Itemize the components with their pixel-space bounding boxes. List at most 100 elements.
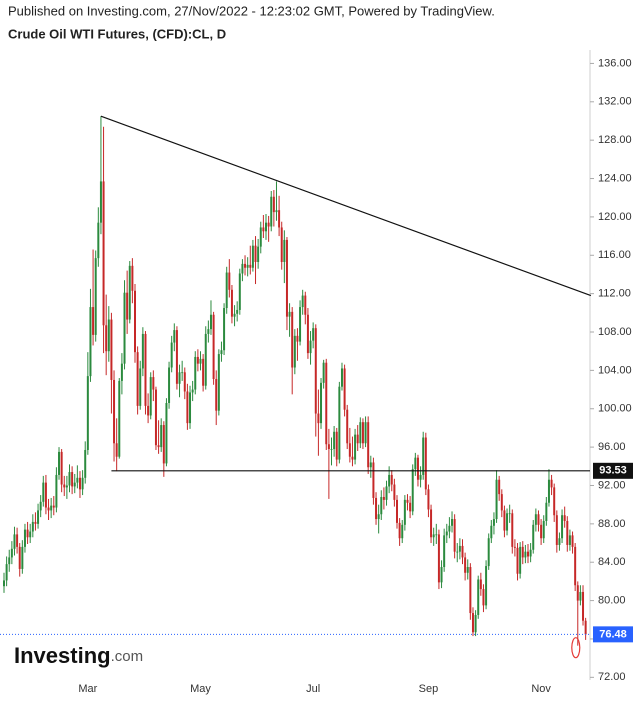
candle-body <box>230 289 233 317</box>
last-price-box <box>593 626 633 643</box>
candle-body <box>490 525 493 539</box>
candle-body <box>123 292 126 364</box>
candle-body <box>414 457 417 470</box>
candle-body <box>154 389 157 446</box>
candle-body <box>582 591 585 621</box>
candle-body <box>388 474 391 487</box>
candle-body <box>99 181 102 223</box>
candle-body <box>34 521 37 524</box>
candle-body <box>527 551 529 557</box>
y-tick-label: 104.00 <box>598 364 632 376</box>
candle-body <box>464 557 467 573</box>
candle-body <box>160 425 163 448</box>
candle-body <box>322 362 325 383</box>
candle-body <box>73 482 76 487</box>
candle-body <box>134 290 136 353</box>
candle-body <box>372 462 375 498</box>
candle-body <box>241 263 244 274</box>
candle-body <box>3 580 5 587</box>
candle-body <box>456 551 459 553</box>
y-tick-label: 100.00 <box>598 403 632 415</box>
candle-body <box>280 227 283 262</box>
candle-body <box>440 567 443 583</box>
candle-body <box>225 272 228 309</box>
candle-body <box>542 520 545 539</box>
candle-body <box>23 529 26 547</box>
candle-body <box>120 363 123 381</box>
candle-body <box>84 449 87 478</box>
candle-body <box>65 485 68 488</box>
candle-body <box>275 210 278 213</box>
candle-body <box>272 196 275 213</box>
candle-body <box>466 567 469 573</box>
candle-body <box>168 367 171 403</box>
candle-body <box>110 319 113 380</box>
candle-body <box>424 437 427 490</box>
candle-body <box>495 479 498 520</box>
candle-body <box>55 474 58 508</box>
candle-body <box>500 494 503 511</box>
candle-body <box>244 263 247 268</box>
candle-body <box>209 314 212 330</box>
candle-body <box>390 474 393 485</box>
candle-body <box>189 392 192 424</box>
candle-body <box>81 477 84 490</box>
candle-body <box>97 222 100 259</box>
support-label-box <box>593 462 633 479</box>
candle-body <box>437 534 440 583</box>
candle-body <box>529 549 532 557</box>
x-tick-label: Sep <box>419 683 439 695</box>
y-tick-label: 92.00 <box>598 479 626 491</box>
candle-body <box>555 515 558 545</box>
candle-body <box>115 443 118 457</box>
candle-body <box>251 245 254 268</box>
candle-body <box>37 510 40 524</box>
y-tick-label: 116.00 <box>598 249 631 261</box>
candle-body <box>380 496 383 515</box>
candle-body <box>89 307 92 377</box>
candle-body <box>477 579 480 615</box>
candle-body <box>288 311 291 317</box>
candle-body <box>516 547 519 574</box>
candle-body <box>118 380 121 457</box>
candle-body <box>471 613 474 633</box>
candle-body <box>317 413 320 424</box>
highlight-ellipse <box>571 637 581 659</box>
candle-body <box>453 519 456 552</box>
candle-body <box>76 477 79 483</box>
candle-body <box>364 422 367 444</box>
candle-body <box>191 389 194 393</box>
candle-body <box>29 531 32 538</box>
candle-body <box>207 329 210 334</box>
watermark-main: Investing <box>14 643 111 668</box>
candle-body <box>411 469 414 512</box>
y-tick-label: 84.00 <box>598 556 626 568</box>
candle-body <box>217 354 220 411</box>
candle-body <box>8 557 11 565</box>
candle-body <box>13 534 16 549</box>
candle-body <box>458 545 461 552</box>
header: Published on Investing.com, 27/Nov/2022 … <box>8 3 495 18</box>
candle-body <box>482 589 485 606</box>
candle-body <box>393 484 396 500</box>
candle-body <box>534 514 537 525</box>
candle-body <box>173 330 176 343</box>
candle-body <box>301 295 304 308</box>
candle-body <box>5 564 8 581</box>
candle-body <box>398 522 401 539</box>
candle-body <box>333 431 336 450</box>
candle-body <box>561 515 564 539</box>
candle-body <box>401 524 404 539</box>
candle-body <box>16 534 19 547</box>
candle-body <box>435 534 438 536</box>
candle-body <box>377 514 380 520</box>
candle-body <box>291 311 294 368</box>
candle-body <box>524 551 527 558</box>
candle-body <box>228 272 231 290</box>
candle-body <box>157 445 160 448</box>
candle-body <box>492 519 495 526</box>
candle-body <box>175 330 178 384</box>
y-tick-label: 136.00 <box>598 57 632 69</box>
candle-body <box>152 377 155 390</box>
candle-body <box>102 181 105 326</box>
